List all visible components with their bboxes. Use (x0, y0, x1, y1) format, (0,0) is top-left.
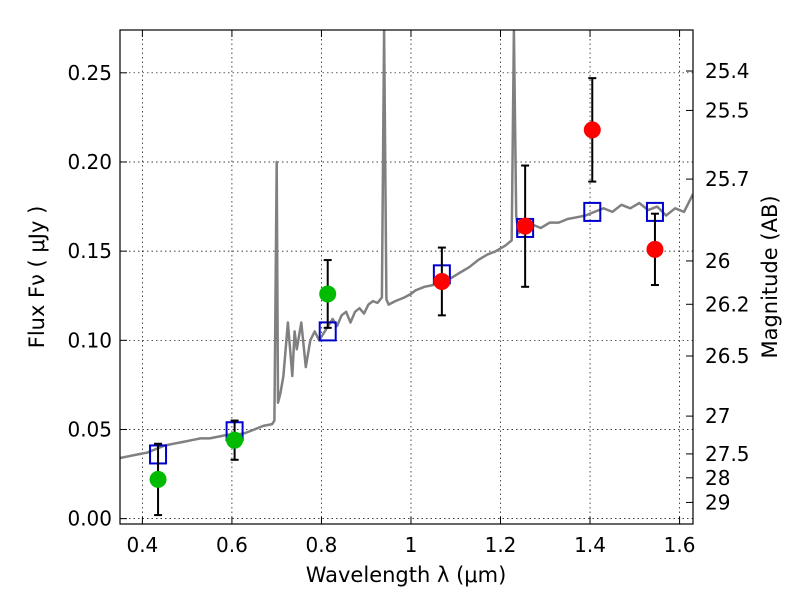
y2-tick-label: 26 (705, 249, 730, 273)
y2-tick-label: 25.4 (705, 59, 750, 83)
y2-tick-label: 27 (705, 404, 730, 428)
observed-point (149, 470, 167, 488)
observed-point (319, 285, 337, 303)
x-tick-label: 1.4 (574, 533, 606, 557)
x-tick-label: 0.4 (126, 533, 158, 557)
observed-point (433, 272, 451, 290)
observed-point (646, 240, 664, 258)
grid (120, 30, 693, 524)
y2-tick-label: 26.2 (705, 292, 750, 316)
plot-background (120, 30, 693, 524)
observed-point (226, 431, 244, 449)
y2-tick-label: 25.5 (705, 98, 750, 122)
y-tick-label: 0.10 (67, 328, 112, 352)
x-tick-label: 1.2 (485, 533, 517, 557)
y-tick-label: 0.15 (67, 239, 112, 263)
model-photometry-square (583, 201, 602, 222)
x-tick-label: 0.8 (306, 533, 338, 557)
sed-line (120, 30, 693, 460)
x-tick-label: 0.6 (216, 533, 248, 557)
y-tick-label: 0.20 (67, 150, 112, 174)
y2-tick-label: 26.5 (705, 344, 750, 368)
x-tick-label: 1.6 (664, 533, 696, 557)
observed-point (583, 121, 601, 139)
y-tick-label: 0.00 (67, 507, 112, 531)
y2-tick-label: 27.5 (705, 442, 750, 466)
y2-tick-label: 29 (705, 490, 730, 514)
y-tick-label: 0.25 (67, 61, 112, 85)
plot-area (120, 30, 693, 517)
y2-tick-label: 28 (705, 466, 730, 490)
x-axis-title: Wavelength λ (μm) (306, 563, 507, 587)
y2-axis-title: Magnitude (AB) (758, 195, 782, 358)
observed-point (516, 217, 534, 235)
axes: 0.4 0.6 0.8 1 1.2 1.4 1.6 0.00 0.05 0.10 0.15 0.20 0… (67, 30, 750, 557)
y-tick-label: 0.05 (67, 417, 112, 441)
y2-tick-label: 25.7 (705, 167, 750, 191)
y-axis-title: Flux Fν ( μJy ) (25, 206, 49, 349)
x-tick-label: 1 (405, 533, 418, 557)
plot-frame (119, 29, 694, 525)
